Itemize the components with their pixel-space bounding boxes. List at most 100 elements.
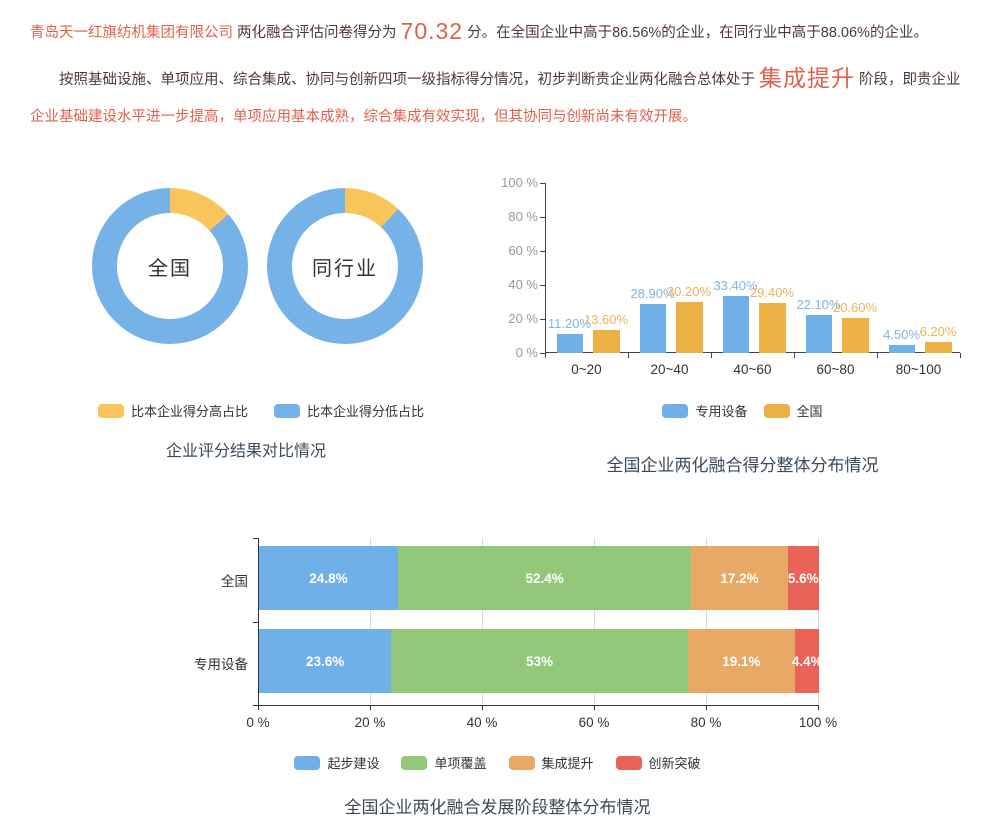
bar-全国 [924,342,952,353]
bar-value-label: 28.90% [630,285,675,301]
x-axis-tick [594,705,595,710]
bar-全国 [758,303,786,353]
grid-line [818,538,819,705]
legend-item-stage-1[interactable]: 起步建设 [294,753,379,772]
legend-label: 集成提升 [541,756,594,771]
x-axis-tick [482,705,483,710]
company-name: 青岛天一红旗纺机集团有限公司 [30,25,233,41]
segment-value-label: 53% [526,653,554,669]
x-axis-tick [877,353,878,358]
bar-value-label: 6.20% [919,324,957,340]
legend-item-stage-4[interactable]: 创新突破 [615,753,701,772]
bar-全国 [841,317,869,353]
stage-distribution-chart: 起步建设 单项覆盖 集成提升 创新突破 全国企业两化融合发展阶段整体分布情况 全… [0,530,995,829]
x-axis-label: 60~80 [816,362,855,377]
x-axis-label: 80 % [690,715,722,730]
donut-center-label: 同行业 [312,257,378,280]
y-axis-tick [540,217,545,218]
stage-mid: 阶段，即贵企业 [859,72,961,88]
legend-swatch-orange [508,755,535,770]
y-axis-tick [540,319,545,320]
plot-area: 11.20% 28.90% 33.40% 22.10% 4.50% 13.60% 30.20… [545,183,960,353]
y-axis-label: 20 % [508,311,538,326]
x-axis-label: 0~20 [571,362,602,377]
segment-value-label: 19.1% [722,653,761,669]
y-axis-tick [540,285,545,286]
donut-center-label: 全国 [148,257,192,280]
donut-hole: 同行业 [292,213,398,319]
grid-line [482,538,483,705]
bar-value-label: 20.60% [832,299,878,315]
legend-item-national[interactable]: 全国 [763,401,823,420]
legend-label: 比本企业得分低占比 [307,404,425,419]
x-axis-tick [545,353,546,358]
segment-集成提升: 19.1% [687,629,795,693]
bar-专用设备 [888,345,915,353]
y-axis-tick [540,353,545,354]
x-axis-label: 40 % [466,715,498,730]
x-axis-label: 0 % [246,715,270,730]
grid-line [370,538,371,705]
bar-全国 [675,301,703,353]
bar-value-label: 30.20% [666,283,712,299]
stage-name: 集成提升 [759,65,855,91]
donut-hole: 全国 [117,213,223,319]
stacked-row-全国: 24.8% 52.4% 17.2% 5.6% [259,546,819,610]
x-axis-tick [370,705,371,710]
segment-value-label: 52.4% [525,570,564,586]
score-suffix: 分。在全国企业中高于86.56%的企业，在同行业中高于88.06%的企业。 [467,25,928,41]
legend-item-stage-2[interactable]: 单项覆盖 [401,753,487,772]
donut-chart-title: 企业评分结果对比情况 [165,443,326,460]
legend-swatch-orange [763,403,790,418]
segment-value-label: 4.4% [791,653,819,669]
x-axis-tick [706,705,707,710]
legend-label: 全国 [796,404,823,419]
x-axis-label: 20~40 [650,362,689,377]
legend-item-lower-share[interactable]: 比本企业得分低占比 [274,401,424,420]
x-axis-tick [628,353,629,358]
bar-专用设备 [639,303,666,353]
segment-value-label: 17.2% [720,570,759,586]
segment-单项覆盖: 52.4% [397,546,692,610]
bar-专用设备 [805,315,832,353]
legend-swatch-blue [662,403,689,418]
segment-value-label: 23.6% [305,653,345,669]
x-axis-tick [960,353,961,358]
legend-label: 比本企业得分高占比 [131,404,249,419]
y-axis-label: 100 % [501,175,538,190]
x-axis-tick [794,353,795,358]
legend-item-special-equipment[interactable]: 专用设备 [662,401,748,420]
bar-专用设备 [722,296,749,353]
bar-value-label: 29.40% [749,285,795,301]
bar-value-label: 13.60% [583,311,629,327]
bar-value-label: 22.10% [796,297,841,313]
x-axis-label: 80~100 [895,362,942,377]
row-label: 全国 [221,574,248,589]
stacked-chart-legend: 起步建设 单项覆盖 集成提升 创新突破 [0,753,995,772]
row-label: 专用设备 [194,657,248,672]
y-axis-label: 80 % [508,209,538,224]
segment-集成提升: 17.2% [691,546,788,610]
legend-swatch-green [401,755,428,770]
stage-lead: 按照基础设施、单项应用、综合集成、协同与创新四项一级指标得分情况，初步判断贵企业… [59,72,755,88]
x-axis-tick [258,705,259,710]
x-axis-label: 100 % [798,715,838,730]
x-axis-label: 20 % [354,715,386,730]
legend-item-higher-share[interactable]: 比本企业得分高占比 [98,401,248,420]
grid-line [594,538,595,705]
score-summary: 青岛天一红旗纺机集团有限公司 两化融合评估问卷得分为 70.32 分。在全国企业中高… [30,18,980,46]
legend-item-stage-3[interactable]: 集成提升 [508,753,594,772]
bar-value-label: 33.40% [713,278,758,294]
y-axis-tick [253,621,258,623]
bar-value-label: 11.20% [547,315,592,331]
grid-line [706,538,707,705]
x-axis-tick [711,353,712,358]
legend-swatch-blue [294,755,321,770]
legend-swatch-yellow [98,403,124,418]
segment-起步建设: 24.8% [259,546,398,610]
y-axis-tick [253,538,258,539]
stacked-row-专用设备: 23.6% 53% 19.1% 4.4% [259,629,819,693]
x-axis-label: 40~60 [733,362,772,377]
legend-label: 单项覆盖 [434,756,487,771]
